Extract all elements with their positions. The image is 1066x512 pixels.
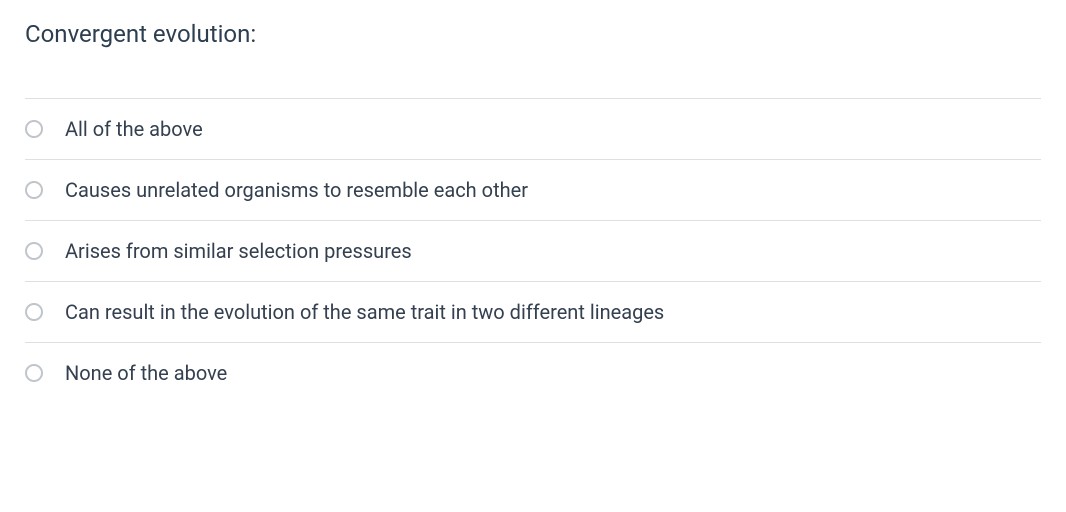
- option-label: All of the above: [65, 117, 203, 141]
- option-label: None of the above: [65, 361, 227, 385]
- option-label: Can result in the evolution of the same …: [65, 300, 664, 324]
- option-item[interactable]: Causes unrelated organisms to resemble e…: [25, 159, 1041, 220]
- option-item[interactable]: Arises from similar selection pressures: [25, 220, 1041, 281]
- radio-button-icon[interactable]: [25, 364, 43, 382]
- option-label: Arises from similar selection pressures: [65, 239, 412, 263]
- option-label: Causes unrelated organisms to resemble e…: [65, 178, 528, 202]
- radio-button-icon[interactable]: [25, 120, 43, 138]
- radio-button-icon[interactable]: [25, 303, 43, 321]
- option-item[interactable]: All of the above: [25, 98, 1041, 159]
- options-list: All of the above Causes unrelated organi…: [25, 98, 1041, 403]
- question-text: Convergent evolution:: [25, 20, 1041, 48]
- option-item[interactable]: None of the above: [25, 342, 1041, 403]
- option-item[interactable]: Can result in the evolution of the same …: [25, 281, 1041, 342]
- radio-button-icon[interactable]: [25, 242, 43, 260]
- radio-button-icon[interactable]: [25, 181, 43, 199]
